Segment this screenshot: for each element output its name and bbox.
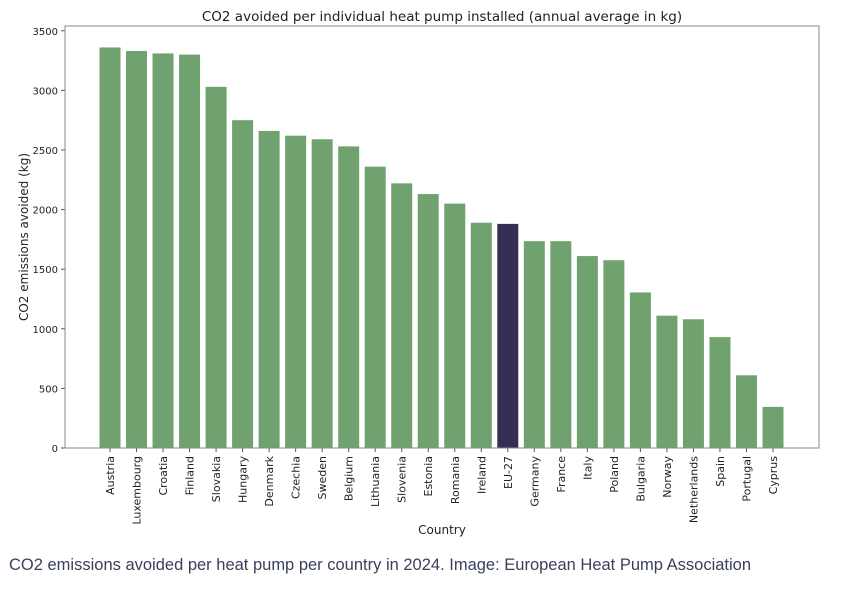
x-tick-label: Poland [608,456,621,493]
bar-portugal [735,375,757,448]
x-tick-label: Lithuania [369,456,382,507]
x-tick-label: Portugal [740,456,753,502]
y-tick-label: 500 [39,384,58,395]
bar-spain [709,337,731,448]
bar-italy [576,256,598,448]
x-axis-label: Country [418,523,466,537]
bar-ireland [470,222,492,448]
x-tick-label: Denmark [263,455,276,506]
bar-slovenia [391,183,413,448]
x-tick-label: Netherlands [687,456,700,523]
x-tick-label: Norway [661,456,674,498]
bar-sweden [311,139,333,448]
bar-romania [444,203,466,448]
bar-belgium [338,146,360,448]
bar-hungary [232,120,254,448]
x-tick-label: Croatia [157,456,170,496]
x-tick-label: Romania [449,456,462,504]
y-tick-label: 3000 [33,86,58,97]
chart-title: CO2 avoided per individual heat pump ins… [202,9,682,25]
x-tick-label: Spain [714,456,727,487]
x-tick-label: Bulgaria [634,456,647,502]
bar-czechia [285,135,307,449]
bar-france [550,241,572,448]
bar-luxembourg [126,51,148,448]
bar-germany [523,241,545,448]
x-tick-label: France [555,456,568,493]
bar-croatia [152,53,174,448]
x-tick-label: Belgium [343,456,356,501]
plot-frame [64,25,820,449]
x-tick-label: Finland [184,456,197,495]
bar-lithuania [364,166,386,448]
x-tick-label: Cyprus [767,456,780,495]
x-tick-label: Slovenia [396,456,409,503]
x-tick-label: Estonia [422,456,435,497]
bar-austria [99,47,121,448]
y-tick-label: 0 [52,444,58,455]
bar-cyprus [762,406,784,448]
bar-bulgaria [629,292,651,448]
bar-eu-27 [497,223,519,448]
x-tick-label: Ireland [475,456,488,494]
x-tick-label: Luxembourg [131,456,144,525]
y-axis-label: CO2 emissions avoided (kg) [17,153,31,321]
x-tick-label: Hungary [237,456,250,503]
bar-chart: CO2 avoided per individual heat pump ins… [17,9,820,537]
y-tick-label: 1000 [33,325,58,336]
bar-poland [603,260,625,448]
x-tick-label: Germany [528,456,541,507]
x-tick-label: Czechia [290,456,303,499]
x-tick-label: Italy [581,456,594,480]
bar-netherlands [682,319,704,448]
image-caption: CO2 emissions avoided per heat pump per … [9,556,752,574]
bar-denmark [258,130,280,448]
y-tick-label: 1500 [33,265,58,276]
x-tick-label: EU-27 [502,456,515,489]
x-tick-label: Sweden [316,456,329,499]
y-tick-label: 2500 [33,146,58,157]
y-tick-label: 2000 [33,206,58,217]
bar-estonia [417,194,439,448]
bar-slovakia [205,86,227,449]
x-tick-label: Slovakia [210,456,223,502]
bar-finland [179,54,201,448]
y-tick-label: 3500 [33,27,58,38]
x-tick-label: Austria [104,456,117,495]
bar-norway [656,315,678,448]
